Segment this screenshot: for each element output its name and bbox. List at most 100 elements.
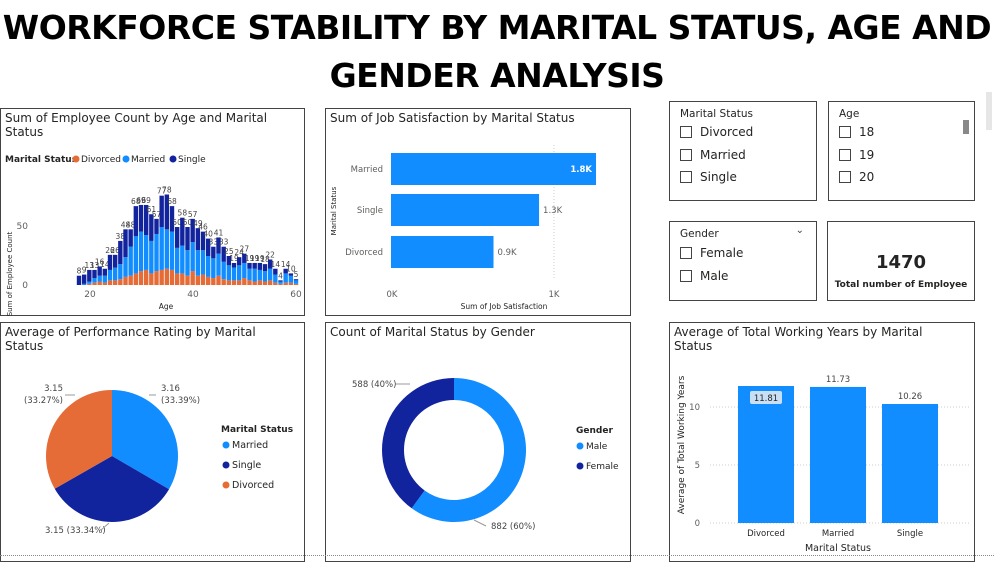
age-bar-divorced-40[interactable] xyxy=(190,271,195,285)
age-bar-married-37[interactable] xyxy=(174,247,180,274)
age-bar-single-29[interactable] xyxy=(133,206,139,237)
age-bar-single-22[interactable] xyxy=(97,266,102,276)
age-bar-married-48[interactable] xyxy=(231,267,237,281)
age-bar-divorced-54[interactable] xyxy=(262,281,268,285)
age-bar-single-27[interactable] xyxy=(123,229,128,258)
age-bar-single-46[interactable] xyxy=(221,246,226,262)
checkbox-icon[interactable] xyxy=(839,126,851,138)
age-bar-divorced-43[interactable] xyxy=(205,276,211,285)
age-bar-single-59[interactable] xyxy=(288,273,294,276)
age-bar-married-22[interactable] xyxy=(97,275,102,282)
checkbox-icon[interactable] xyxy=(839,149,851,161)
age-bar-single-48[interactable] xyxy=(231,262,237,268)
age-bar-married-55[interactable] xyxy=(267,268,273,281)
age-bar-married-20[interactable] xyxy=(87,281,92,284)
checkbox-icon[interactable] xyxy=(680,247,692,259)
age-bar-single-45[interactable] xyxy=(216,237,221,254)
age-bar-married-52[interactable] xyxy=(252,268,257,282)
age-bar-married-25[interactable] xyxy=(112,267,118,281)
checkbox-icon[interactable] xyxy=(680,171,692,183)
age-bar-divorced-42[interactable] xyxy=(200,274,206,285)
age-bar-divorced-60[interactable] xyxy=(293,283,299,285)
age-bar-divorced-37[interactable] xyxy=(174,273,180,285)
slicer-option-divorced[interactable]: Divorced xyxy=(680,125,753,139)
age-bar-divorced-47[interactable] xyxy=(226,280,232,285)
age-bar-divorced-23[interactable] xyxy=(102,282,108,285)
age-bar-married-46[interactable] xyxy=(221,261,226,280)
age-bar-single-18[interactable] xyxy=(76,275,82,285)
age-bar-divorced-55[interactable] xyxy=(267,280,273,285)
age-bar-divorced-25[interactable] xyxy=(112,280,118,285)
page-scrollbar[interactable] xyxy=(986,92,992,130)
chevron-down-icon[interactable]: ⌄ xyxy=(795,225,804,236)
age-bar-single-23[interactable] xyxy=(102,268,108,276)
age-bar-divorced-20[interactable] xyxy=(87,283,92,285)
age-bar-divorced-34[interactable] xyxy=(159,269,164,285)
age-bar-single-37[interactable] xyxy=(174,227,180,248)
age-bar-married-26[interactable] xyxy=(118,264,123,280)
age-bar-married-39[interactable] xyxy=(185,250,190,276)
age-bar-divorced-49[interactable] xyxy=(236,280,242,285)
slicer-option-female[interactable]: Female xyxy=(680,246,743,260)
age-bar-divorced-45[interactable] xyxy=(216,275,221,285)
age-bar-married-28[interactable] xyxy=(128,246,133,276)
age-bar-married-51[interactable] xyxy=(247,268,252,281)
age-bar-single-20[interactable] xyxy=(87,269,92,282)
age-bar-divorced-36[interactable] xyxy=(169,269,175,285)
age-bar-single-53[interactable] xyxy=(257,262,263,270)
age-bar-single-28[interactable] xyxy=(128,229,133,247)
age-bar-married-32[interactable] xyxy=(149,240,154,274)
age-bar-married-23[interactable] xyxy=(102,275,108,283)
age-bar-married-60[interactable] xyxy=(293,280,299,284)
age-bar-single-55[interactable] xyxy=(267,259,273,269)
age-bar-married-59[interactable] xyxy=(288,275,294,283)
age-bar-married-40[interactable] xyxy=(190,242,195,272)
age-bar-single-26[interactable] xyxy=(118,240,123,265)
age-bar-married-36[interactable] xyxy=(169,231,175,270)
age-bar-married-50[interactable] xyxy=(242,262,247,279)
perf-slice-married[interactable] xyxy=(112,390,178,490)
age-bar-divorced-41[interactable] xyxy=(195,275,201,285)
age-bar-married-19[interactable] xyxy=(81,283,87,285)
perf-slice-single[interactable] xyxy=(54,456,170,522)
age-bar-single-36[interactable] xyxy=(169,206,175,232)
age-bar-divorced-39[interactable] xyxy=(185,275,190,285)
age-bar-married-45[interactable] xyxy=(216,253,221,276)
age-bar-married-21[interactable] xyxy=(92,278,97,283)
age-bar-single-19[interactable] xyxy=(81,274,87,284)
age-bar-divorced-58[interactable] xyxy=(283,282,288,285)
age-bar-single-57[interactable] xyxy=(278,280,283,282)
perf-slice-divorced[interactable] xyxy=(45,390,112,489)
age-bar-married-42[interactable] xyxy=(200,250,206,275)
age-bar-married-43[interactable] xyxy=(205,256,211,277)
age-bar-single-34[interactable] xyxy=(159,195,164,227)
age-bar-divorced-28[interactable] xyxy=(128,275,133,285)
age-bar-single-43[interactable] xyxy=(205,238,211,256)
age-bar-single-31[interactable] xyxy=(143,204,149,236)
age-bar-single-44[interactable] xyxy=(211,246,216,259)
age-bar-divorced-48[interactable] xyxy=(231,280,237,285)
age-bar-married-58[interactable] xyxy=(283,273,288,283)
age-bar-married-35[interactable] xyxy=(164,229,170,269)
age-bar-divorced-46[interactable] xyxy=(221,279,226,285)
age-bar-single-56[interactable] xyxy=(273,268,278,275)
age-bar-single-52[interactable] xyxy=(252,262,257,269)
age-slicer-scroll-thumb[interactable] xyxy=(963,120,969,134)
age-bar-single-32[interactable] xyxy=(149,214,154,241)
age-bar-single-25[interactable] xyxy=(112,254,118,268)
age-bar-divorced-26[interactable] xyxy=(118,279,123,285)
age-bar-married-29[interactable] xyxy=(133,236,139,274)
age-bar-married-30[interactable] xyxy=(138,231,144,272)
age-bar-divorced-50[interactable] xyxy=(242,278,247,285)
age-bar-single-30[interactable] xyxy=(138,204,144,232)
age-bar-single-58[interactable] xyxy=(283,268,288,274)
age-bar-divorced-35[interactable] xyxy=(164,268,170,285)
age-bar-divorced-44[interactable] xyxy=(211,278,216,285)
age-bar-married-54[interactable] xyxy=(262,271,268,282)
age-bar-single-21[interactable] xyxy=(92,269,97,279)
age-bar-married-33[interactable] xyxy=(154,233,159,272)
age-bar-divorced-59[interactable] xyxy=(288,282,294,285)
age-bar-divorced-31[interactable] xyxy=(143,269,149,285)
age-bar-divorced-33[interactable] xyxy=(154,271,159,285)
gender-slice-male[interactable] xyxy=(411,378,526,522)
